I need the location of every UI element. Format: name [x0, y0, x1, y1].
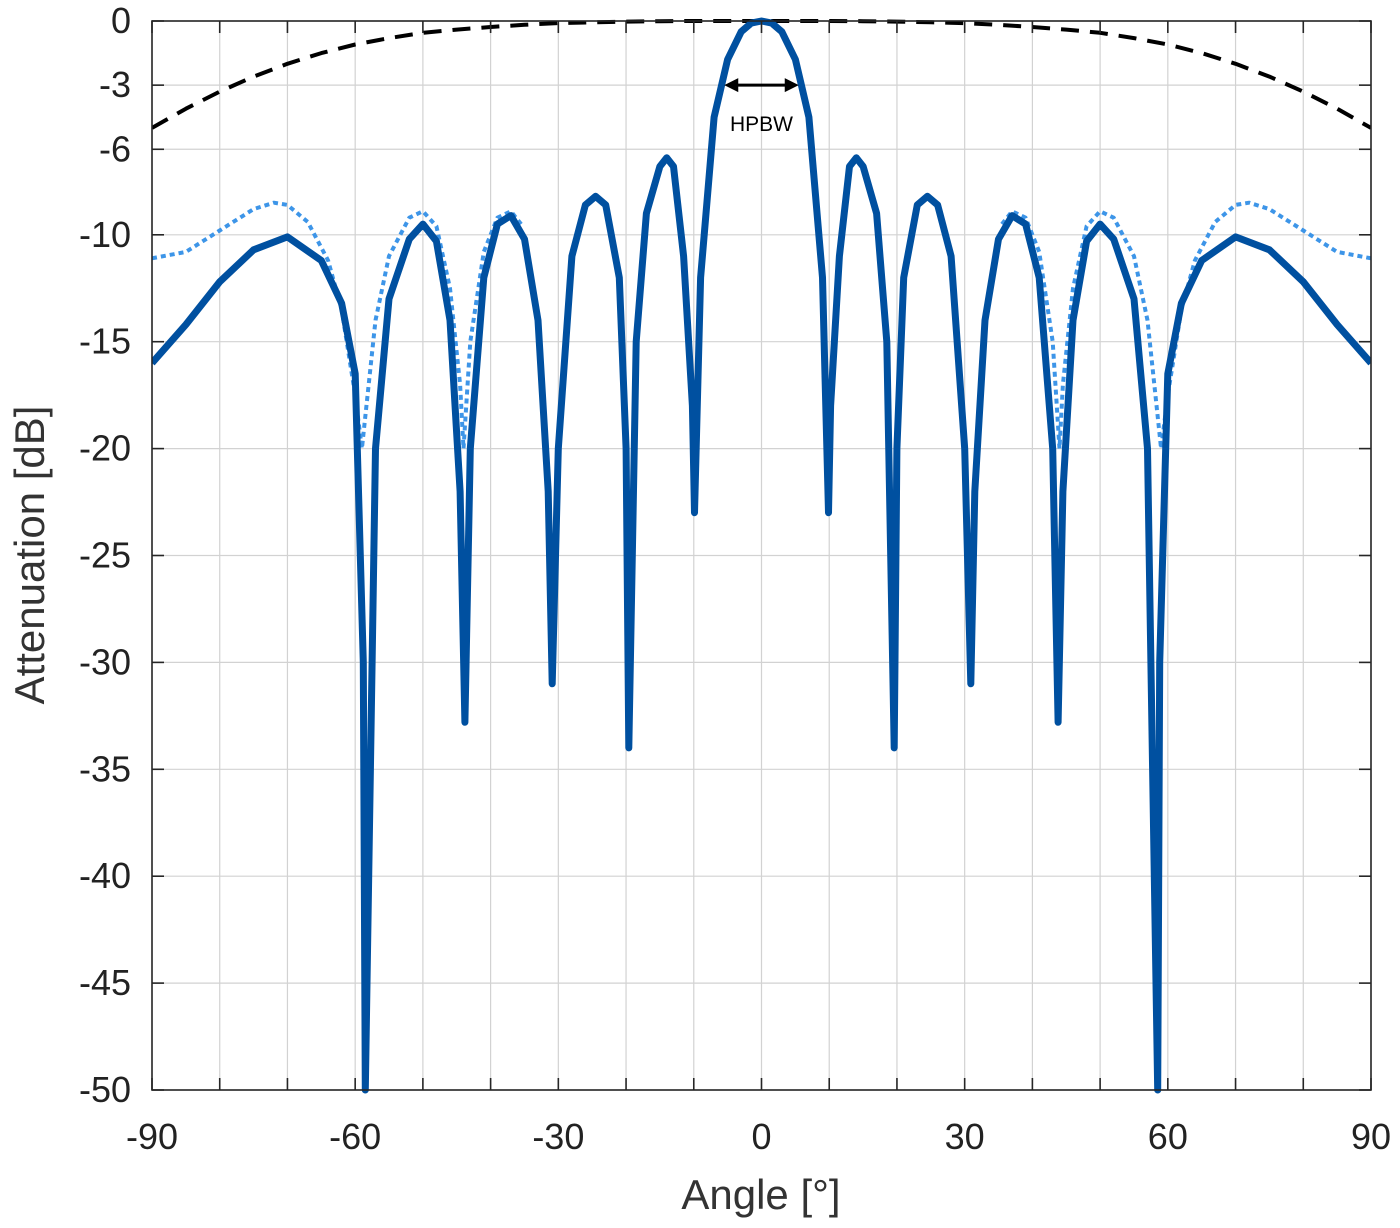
y-tick-label: -20: [79, 428, 131, 469]
x-tick-label: 90: [1351, 1116, 1391, 1157]
y-tick-label: -15: [79, 321, 131, 362]
hpbw-annotation: HPBW: [724, 78, 799, 136]
y-tick-label: -25: [79, 535, 131, 576]
y-tick-label: 0: [111, 0, 131, 41]
y-tick-label: -6: [99, 128, 131, 169]
y-tick-labels: 0 -3 -6 -10 -15 -20 -25 -30 -35 -40 -45 -50: [79, 0, 131, 1110]
hpbw-arrow-head-left: [724, 78, 739, 93]
y-tick-label: -35: [79, 748, 131, 789]
hpbw-arrow-head-right: [784, 78, 799, 93]
y-tick-label: -45: [79, 962, 131, 1003]
x-tick-label: -30: [532, 1116, 584, 1157]
y-tick-label: -40: [79, 855, 131, 896]
y-tick-label: -3: [99, 64, 131, 105]
y-tick-label: -50: [79, 1069, 131, 1110]
y-tick-label: -10: [79, 214, 131, 255]
y-tick-label: -30: [79, 641, 131, 682]
x-tick-labels: -90 -60 -30 0 30 60 90: [126, 1116, 1391, 1157]
tick-marks: [151, 20, 1372, 1091]
series-line-dashed: [152, 19, 1371, 130]
x-axis-label: Angle [°]: [681, 1171, 840, 1218]
x-tick-label: -90: [126, 1116, 178, 1157]
y-axis-label: Attenuation [dB]: [6, 406, 53, 705]
x-tick-label: 60: [1148, 1116, 1188, 1157]
x-tick-label: 0: [751, 1116, 771, 1157]
x-tick-label: 30: [945, 1116, 985, 1157]
x-tick-label: -60: [329, 1116, 381, 1157]
hpbw-label: HPBW: [730, 113, 793, 136]
